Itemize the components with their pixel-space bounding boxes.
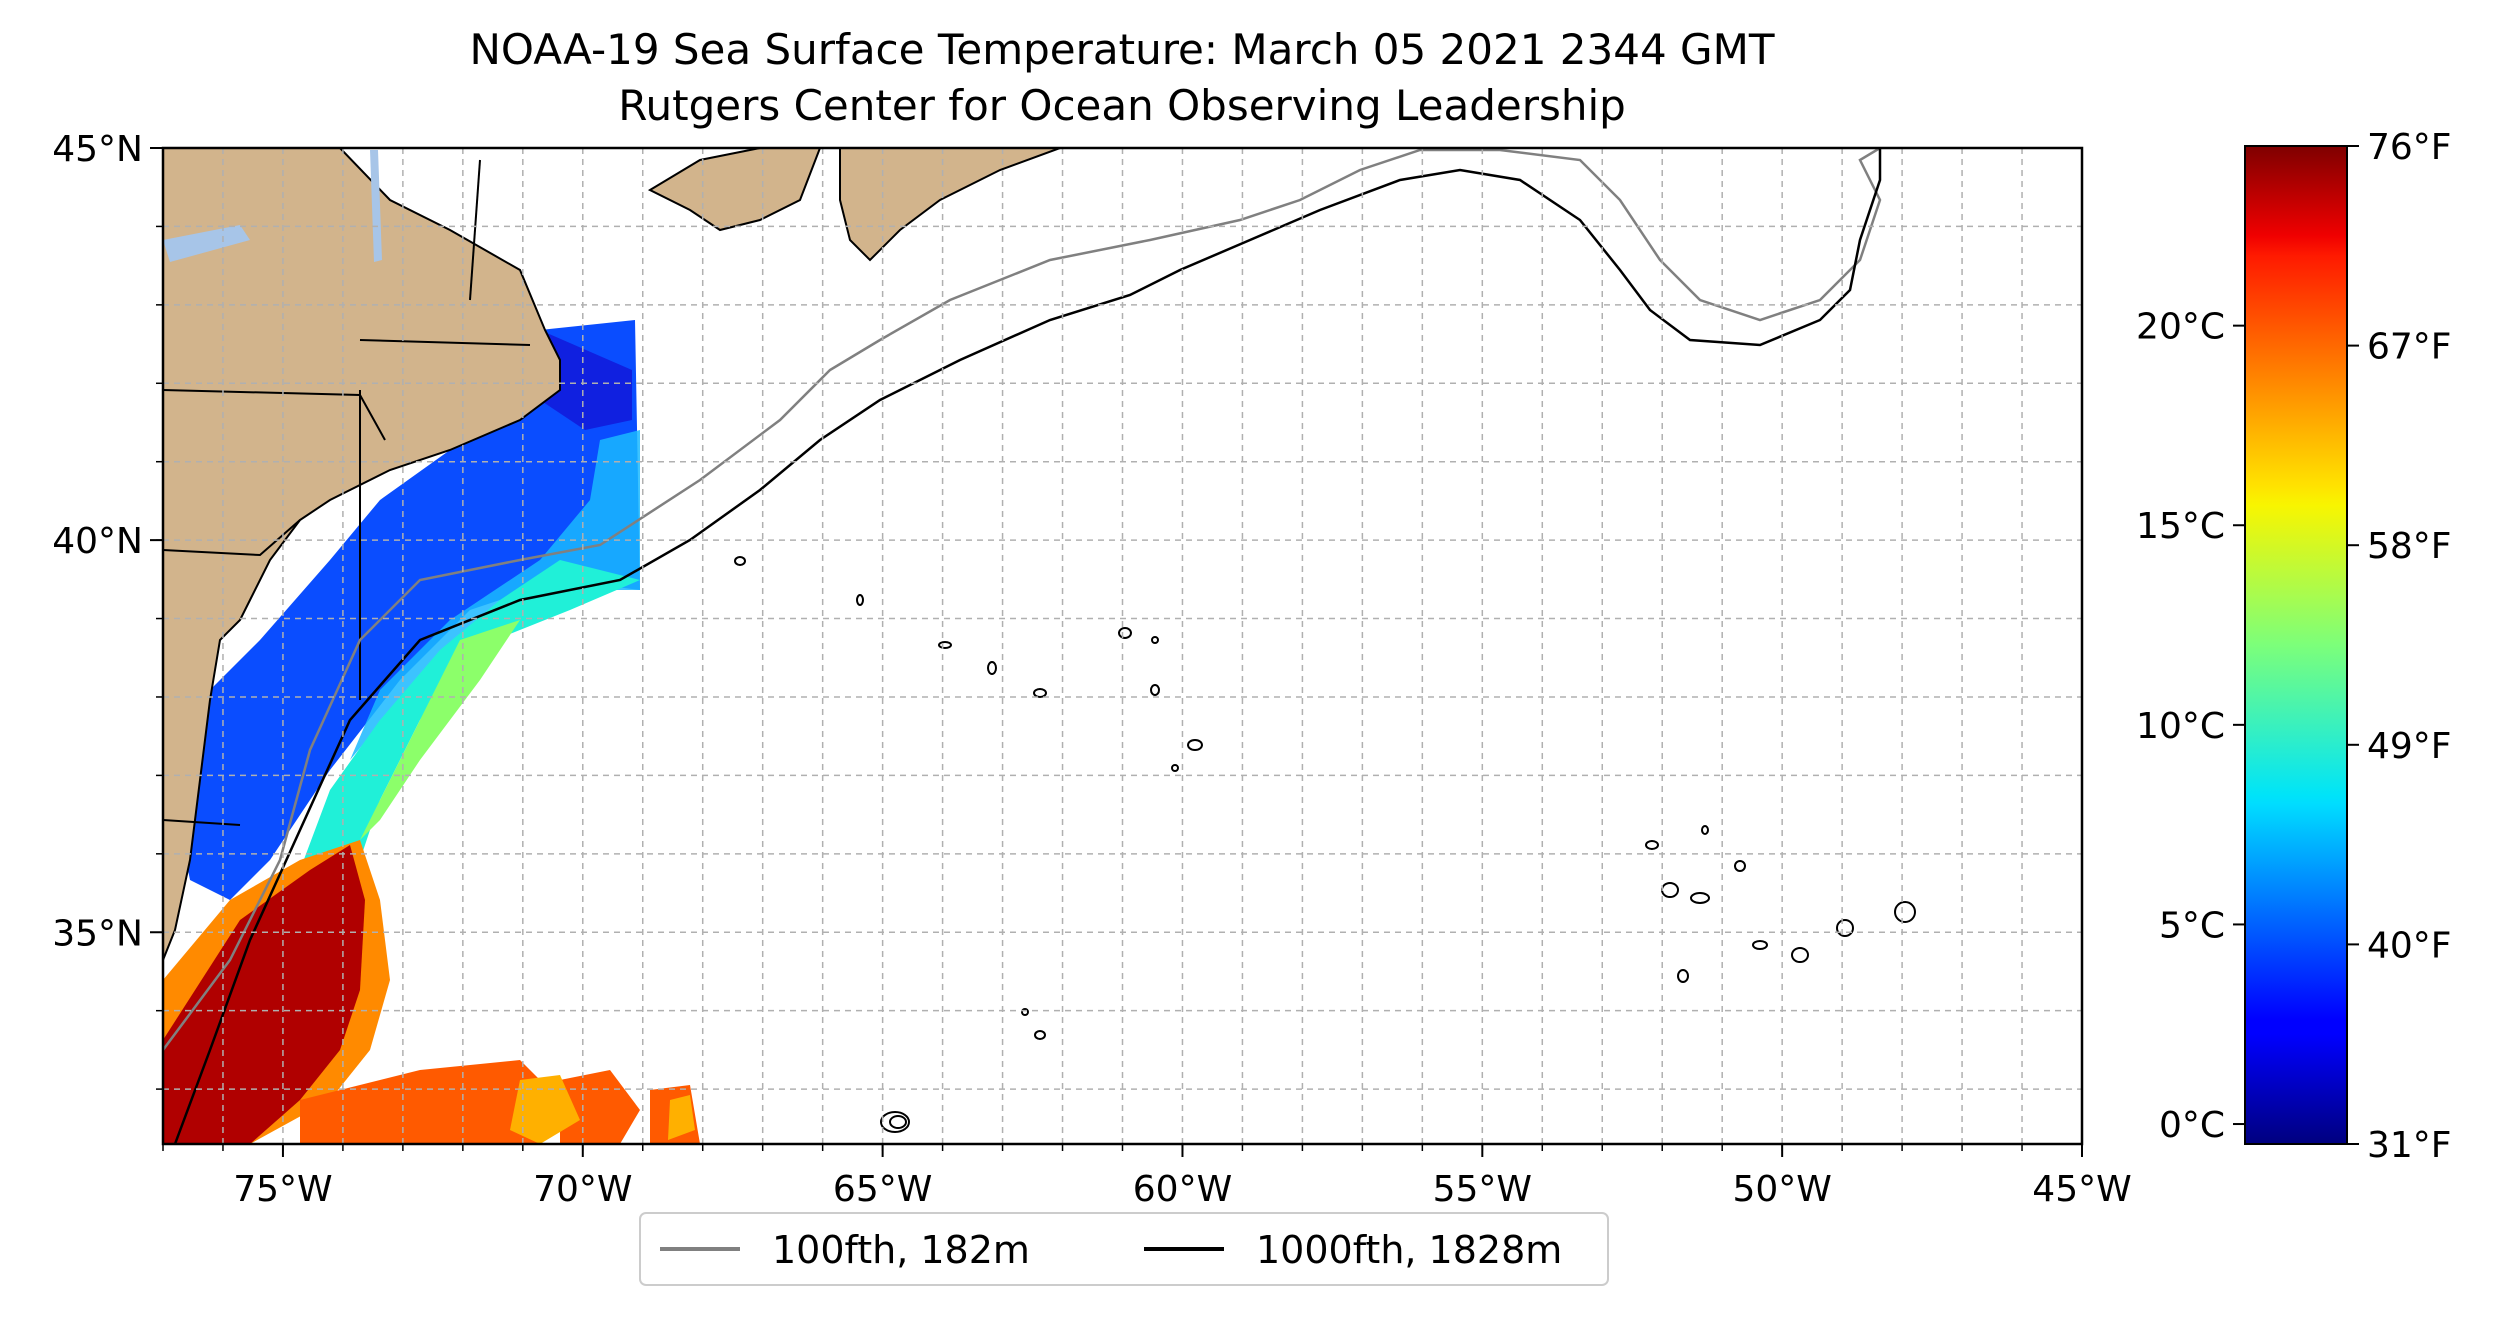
colorbar-fahrenheit-label: 58°F bbox=[2367, 526, 2452, 567]
legend-label-1000fth: 1000fth, 1828m bbox=[1256, 1228, 1562, 1272]
legend-label-100fth: 100fth, 182m bbox=[772, 1228, 1030, 1272]
legend: 100fth, 182m 1000fth, 1828m bbox=[639, 1212, 1609, 1286]
lon-tick-label: 55°W bbox=[1433, 1169, 1532, 1210]
lake-ontario bbox=[163, 225, 250, 262]
colorbar-frame bbox=[2244, 145, 2348, 1145]
latitude-axis: 35°N 40°N 45°N bbox=[52, 129, 163, 1090]
lon-tick-label: 65°W bbox=[833, 1169, 932, 1210]
sst-gulf-stream-core bbox=[163, 845, 365, 1144]
colorbar-celsius-ticks: 0°C 5°C 10°C 15°C 20°C bbox=[2136, 307, 2245, 1146]
isobath-1000fth bbox=[173, 148, 1882, 1144]
lon-tick-label: 45°W bbox=[2032, 1169, 2131, 1210]
land-mass bbox=[163, 148, 561, 961]
colorbar-fahrenheit-label: 67°F bbox=[2367, 327, 2452, 368]
lon-tick-label: 70°W bbox=[533, 1169, 632, 1210]
legend-box bbox=[639, 1212, 1609, 1286]
colorbar-fahrenheit-label: 40°F bbox=[2367, 925, 2452, 966]
colorbar-celsius-label: 20°C bbox=[2136, 307, 2225, 348]
sst-warm-patches bbox=[300, 1060, 700, 1144]
lon-tick-label: 75°W bbox=[233, 1169, 332, 1210]
sst-slope-green bbox=[360, 620, 520, 840]
title-line-2: Rutgers Center for Ocean Observing Leade… bbox=[618, 81, 1626, 130]
lon-tick-label: 50°W bbox=[1732, 1169, 1831, 1210]
title-line-1: NOAA-19 Sea Surface Temperature: March 0… bbox=[470, 25, 1775, 74]
state-borders bbox=[163, 159, 531, 826]
isobath-100fth bbox=[163, 148, 1882, 1051]
lat-tick-label: 35°N bbox=[52, 913, 143, 954]
map-area bbox=[163, 148, 1916, 1144]
sst-warm-patches-yellow bbox=[510, 1075, 695, 1144]
lon-tick-label: 60°W bbox=[1133, 1169, 1232, 1210]
colorbar-fahrenheit-label: 76°F bbox=[2367, 127, 2452, 168]
lat-tick-label: 40°N bbox=[52, 521, 143, 562]
sst-field bbox=[163, 320, 700, 1144]
colorbar-celsius-label: 5°C bbox=[2159, 905, 2225, 946]
land-canada bbox=[647, 148, 1061, 262]
seamount-contours bbox=[734, 556, 1916, 1133]
colorbar: 0°C 5°C 10°C 15°C 20°C 31°F 40°F 49°F 58°F 67°F 7… bbox=[2136, 127, 2451, 1166]
longitude-axis: 75°W 70°W 65°W 60°W 55°W 50°W 45°W bbox=[162, 1144, 2132, 1210]
colorbar-fahrenheit-label: 31°F bbox=[2367, 1125, 2452, 1166]
colorbar-fahrenheit-ticks: 31°F 40°F 49°F 58°F 67°F 76°F bbox=[2347, 127, 2452, 1166]
colorbar-celsius-label: 10°C bbox=[2136, 706, 2225, 747]
sst-cold-shelf bbox=[170, 320, 640, 900]
lat-tick-label: 45°N bbox=[52, 129, 143, 170]
lake-champlain bbox=[370, 150, 382, 262]
colorbar-celsius-label: 0°C bbox=[2159, 1105, 2225, 1146]
sst-gulf-of-maine bbox=[540, 330, 632, 430]
colorbar-fahrenheit-label: 49°F bbox=[2367, 726, 2452, 767]
colorbar-celsius-label: 15°C bbox=[2136, 506, 2225, 547]
colorbar-gradient bbox=[2245, 146, 2347, 1144]
